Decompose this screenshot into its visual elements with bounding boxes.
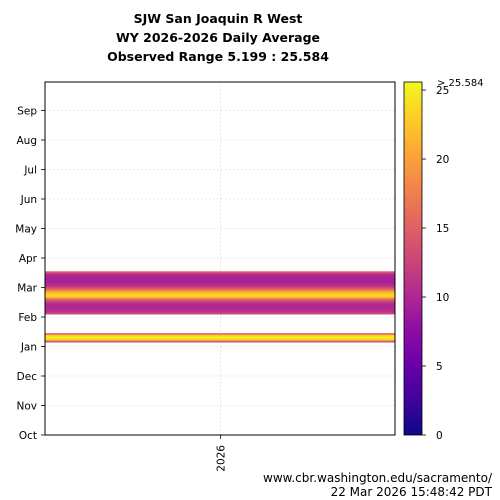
heatmap-cell bbox=[45, 279, 395, 282]
heatmap-cell bbox=[45, 305, 395, 307]
chart-title-line1: SJW San Joaquin R West bbox=[133, 11, 303, 26]
y-tick-label: Apr bbox=[19, 253, 38, 265]
heatmap-cell bbox=[45, 277, 395, 280]
x-axis: 2026 bbox=[216, 435, 228, 472]
heatmap-cell bbox=[45, 309, 395, 312]
heatmap-cell bbox=[45, 298, 395, 300]
colorbar-tick-label: 10 bbox=[436, 292, 449, 304]
heatmap-cell bbox=[45, 271, 395, 273]
y-tick-label: May bbox=[15, 224, 37, 236]
colorbar-tick-label: 15 bbox=[436, 223, 449, 235]
heatmap-cell bbox=[45, 296, 395, 299]
y-tick-label: Feb bbox=[18, 312, 37, 324]
heatmap-cell bbox=[45, 289, 395, 291]
heatmap-cell bbox=[45, 304, 395, 306]
heatmap-cell bbox=[45, 283, 395, 285]
heatmap-cell bbox=[45, 341, 395, 343]
colorbar-tick-label: 20 bbox=[436, 154, 449, 166]
colorbar-axis: 0 5 10 15 20 25> 25.584 bbox=[422, 78, 484, 442]
heatmap-cell bbox=[45, 310, 395, 313]
heatmap-cell bbox=[45, 312, 395, 315]
x-tick-label: 2026 bbox=[216, 445, 228, 472]
heatmap-cell bbox=[45, 272, 395, 274]
heatmap-cell bbox=[45, 292, 395, 295]
heatmap-cell bbox=[45, 302, 395, 304]
heatmap-cell bbox=[45, 290, 395, 292]
heatmap-cell bbox=[45, 281, 395, 284]
y-tick-label: Nov bbox=[17, 401, 38, 413]
heatmap-cell bbox=[45, 307, 395, 310]
heatmap-cell bbox=[45, 274, 395, 276]
colorbar-tick-label: 0 bbox=[436, 430, 443, 442]
y-axis: Oct Nov Dec Jan Feb Mar Apr May Jun Jul Aug Sep bbox=[15, 106, 45, 442]
plot-frame bbox=[44, 81, 396, 436]
heatmap-cell bbox=[45, 287, 395, 289]
heatmap-cell bbox=[45, 273, 395, 275]
heatmap-cell bbox=[45, 288, 395, 290]
heatmap-cell bbox=[45, 275, 395, 278]
colorbar-max-label: > 25.584 bbox=[437, 78, 484, 89]
heatmap-cell bbox=[45, 303, 395, 305]
footer-url: www.cbr.washington.edu/sacramento/ bbox=[263, 471, 492, 485]
heatmap-cell bbox=[45, 308, 395, 311]
footer-timestamp: 22 Mar 2026 15:48:42 PDT bbox=[330, 485, 492, 499]
heatmap-cell bbox=[45, 301, 395, 303]
y-tick-label: Dec bbox=[17, 371, 38, 383]
colorbar-tick-label: 25 bbox=[436, 85, 449, 97]
heatmap-cell bbox=[45, 300, 395, 302]
heatmap-cell bbox=[45, 285, 395, 287]
y-tick-label: Jan bbox=[20, 342, 37, 354]
y-tick-label: Aug bbox=[16, 135, 37, 147]
y-tick-label: Mar bbox=[17, 283, 37, 295]
heatmap-cell bbox=[45, 299, 395, 301]
chart-title-line3: Observed Range 5.199 : 25.584 bbox=[107, 49, 329, 64]
heatmap-cell bbox=[45, 278, 395, 281]
chart-title-line2: WY 2026-2026 Daily Average bbox=[115, 30, 321, 45]
heatmap-cell bbox=[45, 295, 395, 298]
colorbar bbox=[403, 81, 423, 436]
heatmap-bands bbox=[45, 271, 395, 343]
heatmap-cell bbox=[45, 311, 395, 314]
heatmap-cell bbox=[45, 306, 395, 309]
heatmap-cell bbox=[45, 276, 395, 279]
heatmap-cell bbox=[45, 294, 395, 297]
y-tick-label: Jun bbox=[20, 194, 37, 206]
y-tick-label: Sep bbox=[17, 106, 37, 118]
heatmap-cell bbox=[45, 293, 395, 296]
heatmap-cell bbox=[45, 280, 395, 283]
y-tick-label: Jul bbox=[23, 165, 37, 177]
y-tick-label: Oct bbox=[19, 430, 37, 442]
colorbar-tick-label: 5 bbox=[436, 361, 443, 373]
heatmap-cell bbox=[45, 284, 395, 286]
heatmap-cell bbox=[45, 286, 395, 288]
grid-lines bbox=[45, 82, 395, 435]
heatmap-cell bbox=[45, 291, 395, 294]
